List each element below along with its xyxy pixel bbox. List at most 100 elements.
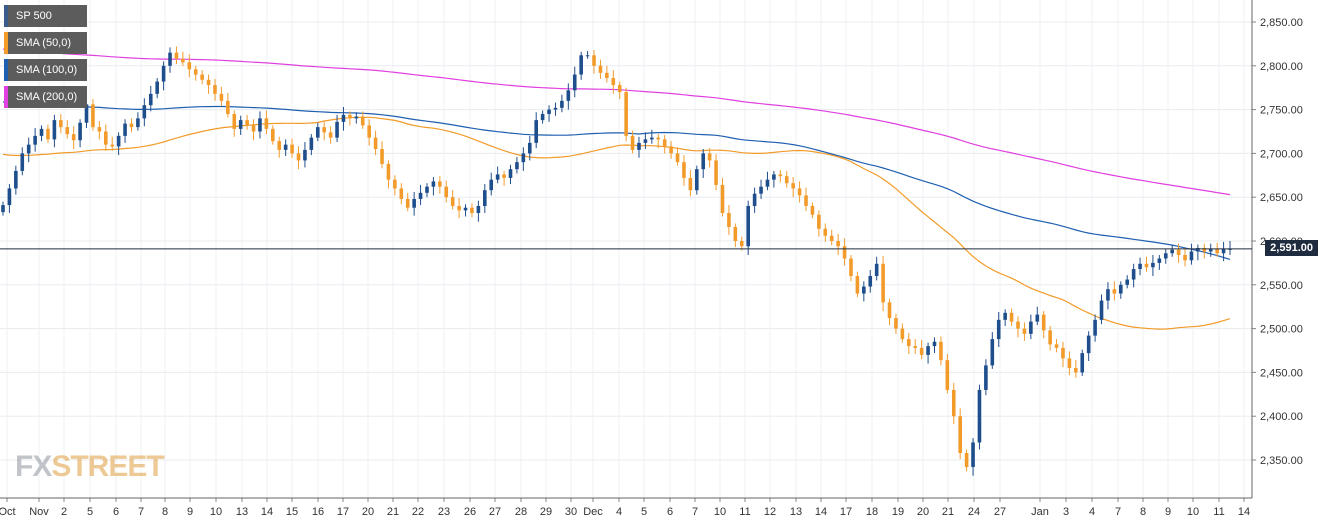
candle [662, 135, 667, 154]
x-tick-label: 18 [866, 506, 878, 518]
candle-body [772, 174, 776, 180]
candle-body [984, 365, 988, 390]
candle-body [720, 184, 725, 213]
candle [46, 124, 50, 143]
x-tick-label: 10 [714, 506, 726, 518]
candle-body [1048, 330, 1052, 345]
candle [752, 187, 757, 213]
candle [733, 223, 738, 248]
candle-body [637, 142, 641, 150]
y-tick-label: 2,400.00 [1260, 411, 1303, 423]
candle-body [65, 127, 70, 135]
legend: SP 500 SMA (50,0) SMA (100,0) SMA (200,0… [4, 5, 88, 113]
candle-body [97, 127, 102, 132]
candle [778, 170, 783, 183]
candle-body [489, 179, 494, 191]
sma-50-path [2, 116, 1231, 330]
candle-body [226, 100, 230, 114]
candle-body [110, 144, 115, 147]
candle [470, 203, 474, 218]
candle [1086, 331, 1091, 362]
candle-body [855, 276, 860, 294]
candle [341, 106, 346, 131]
candle [984, 359, 988, 396]
candle [7, 184, 12, 213]
candle [1029, 314, 1033, 340]
candle-body [662, 139, 667, 147]
x-tick-label: 8 [162, 506, 168, 518]
candle [746, 200, 750, 256]
candle-body [707, 153, 712, 161]
candle-body [1183, 255, 1187, 261]
candle-body [695, 169, 699, 191]
candle [1215, 242, 1219, 257]
candle-body [283, 144, 288, 150]
candle [26, 137, 31, 163]
candle [271, 125, 275, 145]
candle [1074, 360, 1078, 378]
candle-body [1029, 321, 1033, 334]
candle [624, 87, 628, 142]
x-tick-label: 5 [641, 506, 647, 518]
x-tick-label: 9 [187, 506, 193, 518]
candle [669, 141, 673, 159]
y-tick-label: 2,800.00 [1260, 61, 1303, 73]
candle [187, 54, 192, 78]
candle-body [990, 339, 995, 366]
candle [1138, 257, 1142, 276]
candle-body [617, 85, 622, 93]
candle [939, 336, 943, 366]
candle-body [996, 319, 1001, 340]
candle-body [1099, 300, 1104, 320]
candle [900, 323, 905, 343]
candle-body [26, 144, 31, 154]
legend-label: SMA (200,0) [16, 91, 78, 103]
candle-body [579, 55, 583, 75]
x-tick-label: 7 [1115, 506, 1121, 518]
candle-body [1215, 248, 1219, 254]
candle-body [1016, 321, 1020, 329]
candle-body [39, 128, 44, 136]
candle [1118, 281, 1123, 299]
sma-200-path [2, 48, 1231, 196]
candle-body [91, 104, 95, 128]
candle [444, 180, 449, 203]
legend-swatch [4, 86, 8, 108]
candle [116, 132, 121, 156]
candle [425, 183, 429, 198]
candle [521, 147, 526, 171]
candle-body [727, 212, 731, 227]
x-tick-label: 5 [87, 506, 93, 518]
candle-body [585, 55, 590, 57]
candle-body [1196, 248, 1200, 252]
x-tick-label: 14 [261, 506, 273, 518]
candle-body [759, 186, 763, 194]
candle-body [71, 134, 76, 141]
candle-body [116, 135, 121, 147]
candle-body [52, 120, 57, 140]
candle [688, 170, 693, 197]
candle [393, 175, 397, 196]
legend-item-sma200: SMA (200,0) [4, 86, 88, 108]
y-tick-label: 2,750.00 [1260, 105, 1303, 117]
candle-body [964, 452, 969, 468]
candle-body [418, 192, 423, 199]
x-tick-label: 9 [1165, 506, 1171, 518]
current-price-label: 2,591.00 [1265, 239, 1318, 256]
candle-body [527, 142, 532, 154]
candle [1048, 325, 1052, 351]
x-tick-label: 11 [739, 506, 750, 518]
candle [1125, 275, 1130, 289]
candle [502, 170, 506, 186]
candle [226, 92, 230, 118]
candle-body [46, 128, 50, 140]
candle-body [168, 52, 172, 66]
candle-body [373, 137, 378, 150]
candle [598, 59, 603, 79]
candle-body [412, 198, 416, 208]
candle-body [540, 113, 545, 121]
candle-body [592, 55, 596, 66]
candle-body [1208, 248, 1213, 252]
logo-fx: FX [15, 450, 52, 483]
